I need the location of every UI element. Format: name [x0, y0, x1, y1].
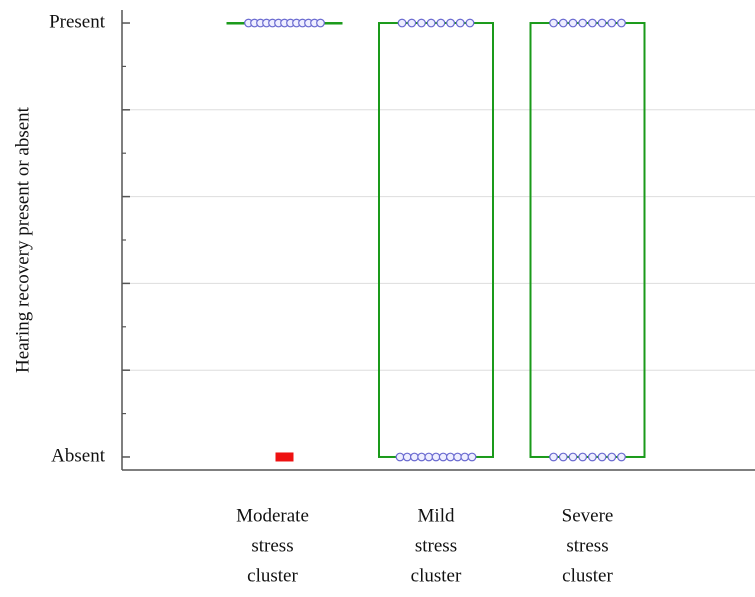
data-point — [549, 452, 558, 462]
data-point — [436, 18, 446, 28]
data-point — [424, 452, 434, 462]
x-tick-label: Severe — [562, 505, 614, 526]
data-point — [568, 18, 578, 28]
x-tick-label: stress — [251, 535, 293, 556]
data-point — [455, 18, 465, 28]
data-point — [465, 18, 475, 28]
data-point — [617, 452, 626, 462]
x-tick-label: stress — [415, 535, 457, 556]
data-point — [587, 452, 597, 462]
data-point — [578, 18, 588, 28]
data-point — [467, 452, 477, 462]
data-point — [316, 18, 325, 28]
data-point — [426, 18, 436, 28]
data-point — [417, 452, 427, 462]
data-point — [460, 452, 470, 462]
data-point — [431, 452, 441, 462]
data-point — [587, 18, 597, 28]
y-tick-label: Absent — [51, 445, 106, 466]
data-point — [417, 18, 426, 28]
data-point — [446, 452, 455, 462]
data-point — [568, 452, 578, 462]
data-point — [578, 452, 588, 462]
data-point — [395, 452, 405, 462]
data-point — [410, 452, 419, 462]
x-tick-label: Mild — [418, 505, 455, 526]
x-tick-label: cluster — [562, 565, 613, 586]
data-point — [438, 452, 448, 462]
data-point — [558, 18, 568, 28]
x-tick-label: stress — [566, 535, 608, 556]
data-point — [402, 452, 412, 462]
box — [378, 22, 494, 458]
x-tick-label: Moderate — [236, 505, 309, 526]
grid — [122, 109, 755, 371]
box — [529, 22, 646, 458]
data-point — [549, 18, 558, 28]
x-tick-label: cluster — [411, 565, 462, 586]
data-point — [597, 452, 607, 462]
data-point — [397, 18, 407, 28]
data-point — [607, 18, 617, 28]
y-tick-label: Present — [49, 11, 106, 32]
data-point — [597, 18, 607, 28]
data-point — [453, 452, 463, 462]
data-point — [617, 18, 626, 28]
data-point — [607, 452, 617, 462]
x-tick-label: cluster — [247, 565, 298, 586]
y-axis-label: Hearing recovery present or absent — [12, 106, 33, 373]
outlier — [275, 452, 294, 462]
data-point — [407, 18, 417, 28]
data-point — [558, 452, 568, 462]
data-point — [446, 18, 455, 28]
